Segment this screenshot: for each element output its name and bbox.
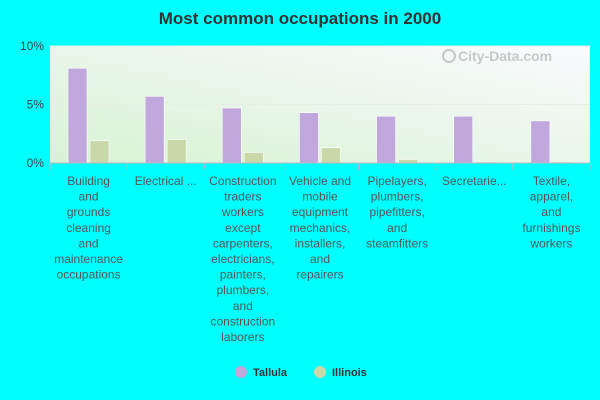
y-tick-label: 5% [27,98,45,112]
legend-label-tallula: Tallula [253,367,288,379]
category-label: Secretarie... [442,174,507,188]
bar-illinois [398,159,418,164]
bar-tallula [299,112,319,164]
bar-tallula [67,67,88,164]
category-label: Vehicle and mobile equipment mechanics, inst… [289,174,351,282]
watermark-text: City-Data.com [458,48,552,64]
category-label: Textile, apparel, and furnishings workers [522,174,580,250]
category-label: Electrical ... [135,174,197,188]
y-tick-label: 10% [20,39,44,53]
legend-swatch-illinois [314,366,326,378]
chart-title: Most common occupations in 2000 [159,9,441,28]
legend: Tallula Illinois [235,366,367,379]
legend-label-illinois: Illinois [332,367,367,379]
bar-tallula [453,115,474,164]
bar-illinois [321,147,341,164]
bar-illinois [89,140,110,164]
category-label: Building and grounds cleaning and maintenance… [54,174,123,282]
watermark: City-Data.com [442,48,552,64]
watermark-icon [442,49,456,63]
category-label: Construction traders workers except carpente… [209,174,276,344]
bar-tallula [221,107,242,164]
bar-tallula [144,96,165,164]
bar-tallula [530,120,551,164]
bar-illinois [243,152,264,164]
category-label: Pipelayers, plumbers, pipefitters, and steam… [366,174,428,250]
bar-tallula [376,115,396,164]
y-tick-label: 0% [27,156,45,170]
bar-illinois [166,139,187,164]
legend-swatch-tallula [235,366,247,378]
